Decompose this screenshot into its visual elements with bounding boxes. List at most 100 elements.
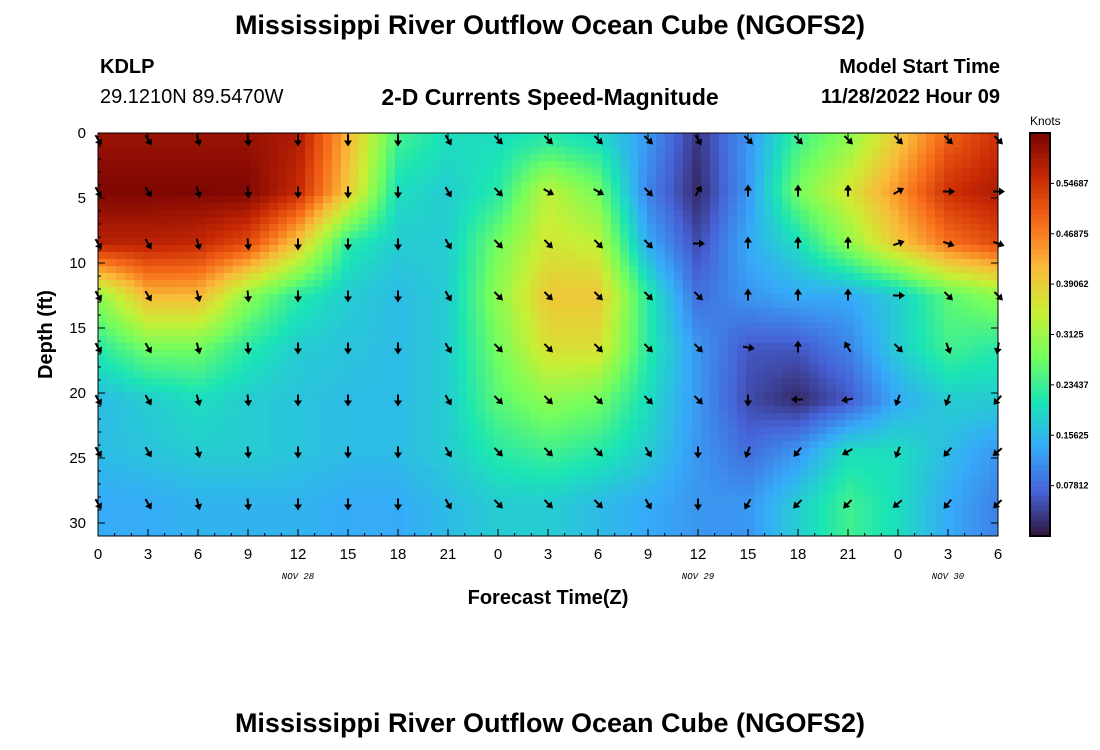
heatmap-cell (836, 455, 846, 463)
heatmap-cell (368, 154, 378, 162)
heatmap-cell (359, 133, 369, 141)
heatmap-cell (197, 189, 207, 197)
heatmap-cell (377, 210, 387, 218)
heatmap-cell (467, 231, 477, 239)
heatmap-cell (134, 406, 144, 414)
heatmap-cell (287, 448, 297, 456)
heatmap-cell (431, 210, 441, 218)
heatmap-cell (215, 280, 225, 288)
heatmap-cell (791, 392, 801, 400)
heatmap-cell (503, 462, 513, 470)
heatmap-cell (656, 210, 666, 218)
heatmap-cell (215, 364, 225, 372)
heatmap-cell (296, 420, 306, 428)
heatmap-cell (566, 273, 576, 281)
heatmap-cell (881, 462, 891, 470)
heatmap-cell (242, 161, 252, 169)
heatmap-cell (881, 140, 891, 148)
heatmap-cell (458, 161, 468, 169)
heatmap-cell (467, 420, 477, 428)
heatmap-cell (611, 294, 621, 302)
heatmap-cell (206, 224, 216, 232)
heatmap-cell (620, 371, 630, 379)
heatmap-cell (584, 455, 594, 463)
heatmap-cell (854, 203, 864, 211)
heatmap-cell (116, 224, 126, 232)
heatmap-cell (557, 448, 567, 456)
heatmap-cell (260, 182, 270, 190)
heatmap-cell (773, 455, 783, 463)
heatmap-cell (530, 357, 540, 365)
heatmap-cell (593, 336, 603, 344)
heatmap-cell (233, 427, 243, 435)
heatmap-cell (449, 245, 459, 253)
heatmap-cell (413, 217, 423, 225)
heatmap-cell (296, 280, 306, 288)
heatmap-cell (503, 224, 513, 232)
heatmap-cell (674, 455, 684, 463)
heatmap-cell (206, 336, 216, 344)
heatmap-cell (224, 245, 234, 253)
heatmap-cell (152, 413, 162, 421)
heatmap-cell (845, 441, 855, 449)
heatmap-cell (476, 469, 486, 477)
heatmap-cell (539, 322, 549, 330)
heatmap-cell (665, 203, 675, 211)
heatmap-cell (917, 252, 927, 260)
heatmap-cell (467, 210, 477, 218)
heatmap-cell (323, 413, 333, 421)
heatmap-cell (359, 455, 369, 463)
heatmap-cell (935, 413, 945, 421)
heatmap-cell (170, 378, 180, 386)
heatmap-cell (764, 266, 774, 274)
heatmap-cell (458, 294, 468, 302)
heatmap-cell (494, 441, 504, 449)
heatmap-cell (593, 378, 603, 386)
heatmap-cell (800, 343, 810, 351)
heatmap-cell (539, 392, 549, 400)
heatmap-cell (170, 266, 180, 274)
heatmap-cell (134, 329, 144, 337)
heatmap-cell (890, 378, 900, 386)
heatmap-cell (674, 406, 684, 414)
heatmap-cell (593, 245, 603, 253)
heatmap-cell (215, 203, 225, 211)
heatmap-cell (179, 308, 189, 316)
heatmap-cell (683, 357, 693, 365)
heatmap-cell (287, 154, 297, 162)
heatmap-cell (566, 357, 576, 365)
heatmap-cell (557, 266, 567, 274)
heatmap-cell (683, 294, 693, 302)
heatmap-cell (269, 371, 279, 379)
heatmap-cell (791, 175, 801, 183)
heatmap-cell (755, 133, 765, 141)
heatmap-cell (512, 259, 522, 267)
heatmap-cell (287, 231, 297, 239)
heatmap-cell (404, 315, 414, 323)
heatmap-cell (737, 280, 747, 288)
heatmap-cell (692, 462, 702, 470)
heatmap-cell (161, 133, 171, 141)
heatmap-cell (422, 406, 432, 414)
heatmap-cell (476, 350, 486, 358)
heatmap-cell (233, 273, 243, 281)
heatmap-cell (989, 196, 999, 204)
heatmap-cell (107, 406, 117, 414)
heatmap-cell (908, 329, 918, 337)
heatmap-cell (890, 350, 900, 358)
heatmap-cell (395, 455, 405, 463)
heatmap-cell (449, 147, 459, 155)
heatmap-cell (314, 189, 324, 197)
heatmap-cell (287, 427, 297, 435)
heatmap-cell (152, 245, 162, 253)
heatmap-cell (332, 266, 342, 274)
heatmap-cell (314, 399, 324, 407)
heatmap-cell (287, 280, 297, 288)
heatmap-cell (656, 329, 666, 337)
heatmap-cell (98, 301, 108, 309)
heatmap-cell (656, 392, 666, 400)
heatmap-cell (242, 336, 252, 344)
heatmap-cell (926, 238, 936, 246)
heatmap-cell (665, 469, 675, 477)
heatmap-cell (782, 406, 792, 414)
